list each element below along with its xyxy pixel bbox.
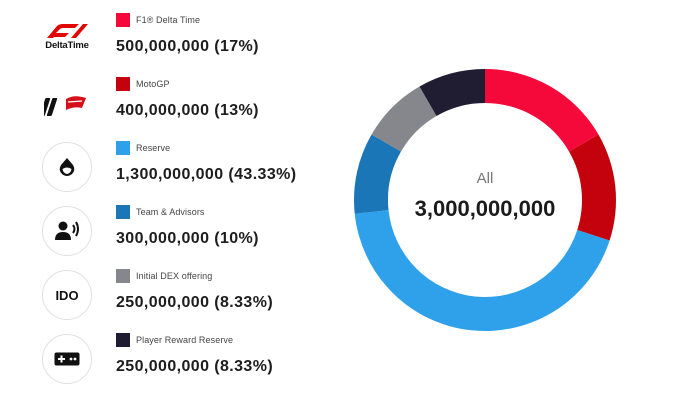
legend-swatch (116, 77, 130, 91)
donut-chart: All 3,000,000,000 (354, 69, 616, 331)
center-total: 3,000,000,000 (415, 196, 556, 221)
legend-label: MotoGP (136, 79, 170, 89)
legend-swatch (116, 141, 130, 155)
donut-slice-reserve (354, 210, 610, 331)
legend-label: F1® Delta Time (136, 15, 201, 25)
center-title: All (477, 170, 494, 187)
legend-label: Initial DEX offering (136, 271, 213, 281)
user-speaking-icon (42, 206, 92, 256)
motogp-logo (42, 76, 92, 126)
legend-item-motogp: MotoGP 400,000,000 (13%) (0, 74, 330, 134)
gamepad-icon (42, 334, 92, 384)
legend-item-team-advisors: Team & Advisors 300,000,000 (10%) (0, 202, 330, 262)
donut-slice-team-advisors (354, 134, 401, 214)
legend-value: 500,000,000 (17%) (116, 38, 259, 55)
legend-value: 300,000,000 (10%) (116, 230, 259, 247)
drop-icon (42, 142, 92, 192)
legend-item-f1-delta-time: DeltaTime F1® Delta Time 500,000,000 (17… (0, 10, 330, 70)
f1-wordmark: DeltaTime (45, 40, 89, 51)
ido-icon-text: IDO (55, 287, 79, 303)
donut-slice-initial-dex-offering (371, 86, 437, 152)
chart-legend: DeltaTime F1® Delta Time 500,000,000 (17… (0, 0, 330, 400)
ido-icon: IDO (42, 270, 92, 320)
f1-delta-time-logo: DeltaTime (42, 12, 92, 62)
legend-label: Player Reward Reserve (136, 335, 234, 345)
legend-swatch (116, 205, 130, 219)
legend-label: Reserve (136, 143, 171, 153)
legend-value: 250,000,000 (8.33%) (116, 358, 274, 375)
legend-item-reserve: Reserve 1,300,000,000 (43.33%) (0, 138, 330, 198)
legend-swatch (116, 13, 130, 27)
legend-item-initial-dex-offering: IDO Initial DEX offering 250,000,000 (8.… (0, 266, 330, 326)
legend-value: 250,000,000 (8.33%) (116, 294, 274, 311)
legend-swatch (116, 269, 130, 283)
legend-label: Team & Advisors (136, 207, 205, 217)
donut-slice-player-reward-reserve (419, 69, 485, 116)
legend-item-player-reward-reserve: Player Reward Reserve 250,000,000 (8.33%… (0, 330, 330, 390)
legend-value: 400,000,000 (13%) (116, 102, 259, 119)
donut-slice-motogp (569, 134, 616, 241)
legend-value: 1,300,000,000 (43.33%) (116, 166, 297, 183)
donut-slice-f1-delta-time (485, 69, 599, 152)
donut-slices (354, 69, 616, 331)
legend-swatch (116, 333, 130, 347)
